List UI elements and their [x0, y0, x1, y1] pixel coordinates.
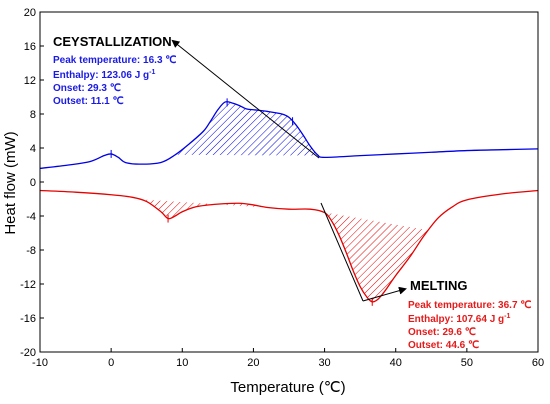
x-tick-label: 30	[318, 357, 330, 369]
crystallization-arrow	[171, 39, 320, 159]
melting-onset: Onset: 29.6 ℃	[408, 327, 476, 338]
crystallization-enthalpy: Enthalpy: 123.06 J g-1	[53, 69, 155, 81]
melting-peak-temperature: Peak temperature: 36.7 ℃	[408, 300, 532, 311]
x-tick-label: 10	[176, 357, 188, 369]
melting-arrow-head	[362, 286, 407, 302]
x-tick-label: 0	[108, 357, 114, 369]
x-tick-label: 60	[532, 357, 544, 369]
crystallization-curve	[39, 101, 539, 170]
crystallization-peak-temperature: Peak temperature: 16.3 ℃	[53, 55, 177, 66]
melting-curve	[39, 189, 539, 303]
x-tick-label: 20	[247, 357, 259, 369]
crystallization-enthalpy-exponent: -1	[149, 69, 155, 76]
crystallization-hatch	[175, 102, 320, 156]
y-tick-label: -8	[26, 245, 36, 257]
minor-melting-hatch	[139, 199, 268, 219]
y-tick-label: -16	[20, 313, 36, 325]
y-tick-label: -4	[26, 211, 36, 223]
crystallization-enthalpy-text: Enthalpy: 123.06 J g	[53, 70, 149, 81]
crystallization-title: CEYSTALLIZATION	[53, 34, 172, 49]
melting-hatch	[321, 211, 429, 302]
melting-enthalpy-text: Enthalpy: 107.64 J g	[408, 314, 504, 325]
y-tick-label: 12	[24, 75, 36, 87]
y-tick-label: 16	[24, 41, 36, 53]
melting-outset: Outset: 44.6 ℃	[408, 340, 479, 351]
crystallization-outset: Outset: 11.1 ℃	[53, 96, 124, 107]
y-tick-label: -20	[20, 347, 36, 359]
melting-arrow	[320, 202, 364, 302]
melting-title: MELTING	[410, 278, 468, 293]
y-tick-label: -12	[20, 279, 36, 291]
x-tick-label: -10	[32, 357, 48, 369]
melting-enthalpy: Enthalpy: 107.64 J g-1	[408, 313, 510, 325]
x-axis-title: Temperature (℃)	[230, 379, 345, 396]
x-tick-label: 50	[461, 357, 473, 369]
y-tick-label: 20	[24, 7, 36, 19]
melting-enthalpy-exponent: -1	[504, 313, 510, 320]
crystallization-onset: Onset: 29.3 ℃	[53, 83, 121, 94]
y-tick-label: 8	[30, 109, 36, 121]
y-tick-label: 0	[30, 177, 36, 189]
y-axis-title: Heat flow (mW)	[2, 131, 19, 234]
y-tick-label: 4	[30, 143, 36, 155]
x-tick-label: 40	[390, 357, 402, 369]
